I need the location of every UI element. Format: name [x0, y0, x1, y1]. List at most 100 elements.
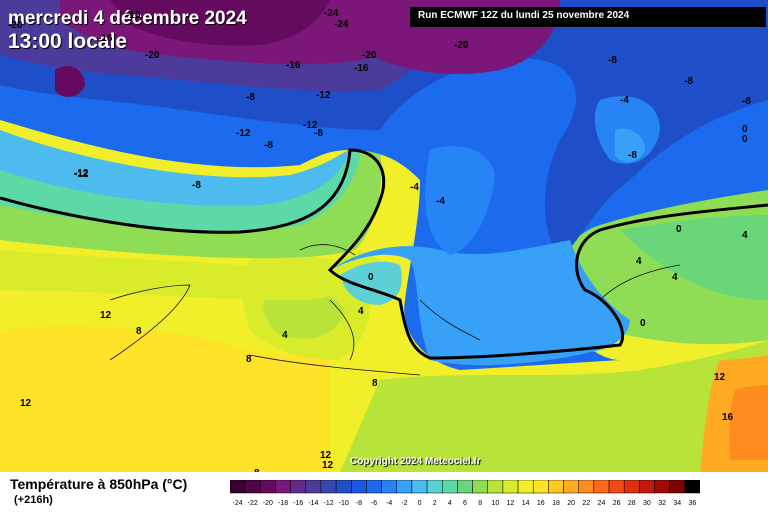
scale-swatch — [684, 480, 700, 494]
isotherm-value-label: -4 — [620, 95, 629, 106]
isotherm-value-label: -8 — [628, 150, 637, 161]
isotherm-value-label: -8 — [684, 76, 693, 87]
isotherm-value-label: 0 — [640, 318, 646, 329]
scale-tick-label: 16 — [537, 500, 545, 507]
scale-swatch — [381, 480, 398, 494]
isotherm-value-label: 4 — [358, 306, 364, 317]
isotherm-value-label: -12 — [74, 169, 89, 180]
isotherm-value-label: -16 — [126, 10, 141, 21]
isotherm-value-label: 8 — [246, 354, 252, 365]
scale-tick-label: 6 — [463, 500, 467, 507]
scale-swatch — [517, 480, 534, 494]
isotherm-value-label: -8 — [608, 55, 617, 66]
isotherm-value-label: -24 — [324, 8, 339, 19]
scale-swatch — [548, 480, 564, 494]
scale-swatch — [563, 480, 579, 494]
scale-swatch — [230, 480, 246, 494]
scale-swatch — [290, 480, 307, 494]
scale-swatch — [532, 480, 549, 494]
scale-tick-label: -2 — [401, 500, 407, 507]
scale-swatch — [275, 480, 291, 494]
scale-tick-label: -6 — [371, 500, 377, 507]
scale-swatch — [442, 480, 458, 494]
scale-swatch — [623, 480, 640, 494]
isotherm-value-label: -20 — [362, 50, 377, 61]
isotherm-value-label: 12 — [322, 460, 334, 471]
scale-tick-label: 24 — [598, 500, 606, 507]
scale-swatch — [639, 480, 655, 494]
isotherm-value-label: -8 — [192, 180, 201, 191]
scale-tick-label: -8 — [356, 500, 362, 507]
scale-tick-label: 28 — [628, 500, 636, 507]
scale-tick-label: 36 — [689, 500, 697, 507]
isotherm-value-label: 12 — [320, 450, 332, 461]
scale-swatch — [244, 480, 261, 494]
scale-tick-label: 32 — [658, 500, 666, 507]
isotherm-value-label: 4 — [282, 330, 288, 341]
isotherm-value-label: 12 — [714, 372, 726, 383]
isotherm-value-label: -16 — [354, 63, 369, 74]
scale-tick-label: 18 — [552, 500, 560, 507]
isotherm-value-label: -8 — [314, 128, 323, 139]
scale-tick-label: -4 — [386, 500, 392, 507]
isotherm-value-label: 0 — [742, 124, 748, 135]
isotherm-value-label: 4 — [636, 256, 642, 267]
scale-tick-label: 26 — [613, 500, 621, 507]
isotherm-value-label: -12 — [74, 168, 89, 179]
isotherm-value-label: -4 — [436, 196, 445, 207]
scale-swatch — [578, 480, 595, 494]
isotherm-value-label: -8 — [264, 140, 273, 151]
scale-swatch — [593, 480, 610, 494]
scale-swatch — [457, 480, 473, 494]
scale-tick-label: -18 — [278, 500, 288, 507]
color-scale: -24 -22 -20 -18 -16 -14 -12 -10 -8 -6 -4 -2 0 2 4 6 8 10 1… — [230, 480, 700, 507]
isotherm-value-label: 16 — [722, 412, 734, 423]
isotherm-value-label: -20 — [8, 20, 23, 31]
scale-swatch — [320, 480, 337, 494]
isotherm-value-label: 4 — [742, 230, 748, 241]
copyright-text: Copyright 2024 Meteociel.fr — [350, 456, 481, 467]
temperature-map — [0, 0, 768, 472]
run-info-box — [410, 7, 766, 27]
scale-swatch — [305, 480, 322, 494]
forecast-time: 13:00 locale — [8, 30, 128, 53]
isotherm-value-label: -16 — [98, 33, 113, 44]
isotherm-value-label: -12 — [236, 128, 251, 139]
scale-swatch — [260, 480, 276, 494]
scale-swatch — [396, 480, 413, 494]
scale-tick-label: -10 — [339, 500, 349, 507]
scale-tick-label: 34 — [673, 500, 681, 507]
isotherm-value-label: 12 — [20, 398, 32, 409]
scale-swatch — [608, 480, 625, 494]
isotherm-value-label: -12 — [303, 120, 318, 131]
scale-swatch — [502, 480, 519, 494]
scale-tick-label: 22 — [582, 500, 590, 507]
isotherm-value-label: -20 — [454, 40, 469, 51]
isotherm-value-label: -20 — [145, 50, 160, 61]
scale-tick-label: -12 — [323, 500, 333, 507]
isotherm-value-label: -8 — [742, 96, 751, 107]
isotherm-value-label: 8 — [136, 326, 142, 337]
isotherm-value-label: -4 — [410, 182, 419, 193]
scale-swatch — [351, 480, 367, 494]
variable-title: Température à 850hPa (°C) — [10, 476, 188, 492]
scale-tick-label: -22 — [248, 500, 258, 507]
isotherm-value-label: -8 — [246, 92, 255, 103]
scale-swatch — [654, 480, 670, 494]
scale-tick-label: -20 — [263, 500, 273, 507]
scale-tick-label: 30 — [643, 500, 651, 507]
scale-tick-label: 0 — [418, 500, 422, 507]
isotherm-value-label: -24 — [334, 19, 349, 30]
scale-tick-label: 20 — [567, 500, 575, 507]
scale-tick-label: -14 — [308, 500, 318, 507]
scale-tick-label: 8 — [478, 500, 482, 507]
isotherm-value-label: 4 — [672, 272, 678, 283]
scale-tick-label: 12 — [507, 500, 515, 507]
isotherm-value-label: 12 — [100, 310, 112, 321]
scale-swatch — [487, 480, 504, 494]
scale-swatch — [669, 480, 686, 494]
forecast-date: mercredi 4 décembre 2024 — [8, 8, 247, 29]
isotherm-value-label: 8 — [372, 378, 378, 389]
forecast-hour: (+216h) — [14, 494, 53, 506]
